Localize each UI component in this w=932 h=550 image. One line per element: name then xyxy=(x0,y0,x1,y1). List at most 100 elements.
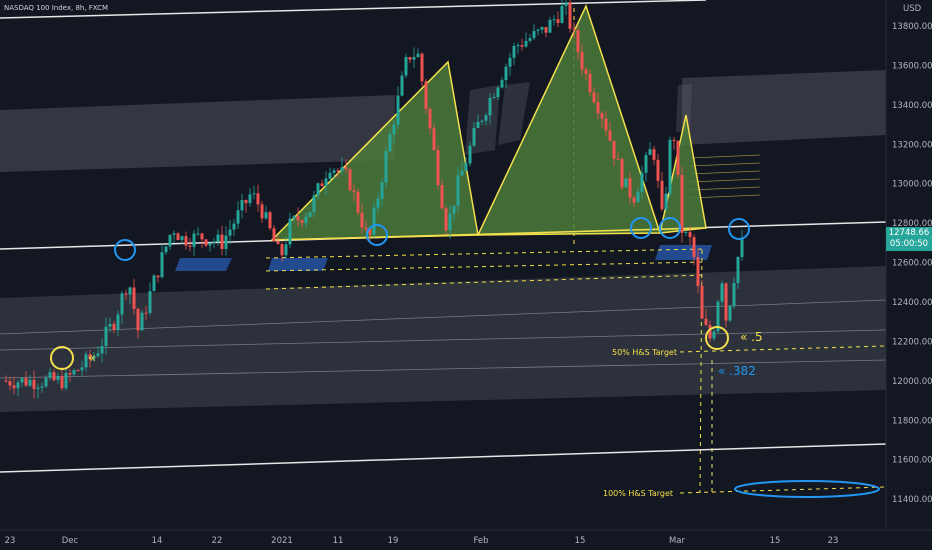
candle-body xyxy=(64,373,68,389)
candle-body xyxy=(232,223,236,230)
x-tick-label: Dec xyxy=(62,536,79,546)
x-tick-label: 14 xyxy=(152,536,163,546)
candle-body xyxy=(668,139,672,194)
candle-body xyxy=(256,193,260,205)
candle-body xyxy=(228,229,232,236)
candle-body xyxy=(544,27,548,33)
candle-body xyxy=(56,376,60,381)
candle-body xyxy=(12,385,16,389)
candle-body xyxy=(304,216,308,224)
bottom-channel-line xyxy=(0,443,887,473)
candle-body xyxy=(676,140,680,175)
price-axis[interactable]: 11400.00 11600.00 11800.00 12000.00 12200.00… xyxy=(892,22,932,505)
candle-body xyxy=(264,212,268,219)
candle-body xyxy=(660,180,664,210)
y-tick-label: 11600.00 xyxy=(892,456,932,466)
x-tick-label: 15 xyxy=(770,536,781,546)
candle-body xyxy=(400,75,404,96)
candle-body xyxy=(580,52,584,70)
target-ellipse xyxy=(734,480,880,498)
supply-zone xyxy=(689,154,761,199)
small-band-c xyxy=(676,84,692,132)
target-50-label: 50% H&S Target xyxy=(612,348,677,357)
candle-body xyxy=(588,73,592,93)
candle-body xyxy=(464,163,468,171)
candle-body xyxy=(740,239,744,258)
candle-body xyxy=(24,378,28,386)
candle-body xyxy=(144,312,148,314)
candle-body xyxy=(460,170,464,176)
candle-body xyxy=(28,379,32,386)
y-tick-label: 13600.00 xyxy=(892,61,932,71)
candle-body xyxy=(284,244,288,256)
candle-body xyxy=(532,30,536,39)
candle-body xyxy=(156,275,160,278)
candle-body xyxy=(388,134,392,152)
head-triangle xyxy=(476,3,662,236)
candle-body xyxy=(696,257,700,286)
candle-body xyxy=(708,324,712,339)
candle-body xyxy=(60,376,64,389)
candle-body xyxy=(220,234,224,249)
y-tick-label: 12000.00 xyxy=(892,377,932,387)
candle-body xyxy=(336,170,340,172)
demand-zone-2 xyxy=(268,258,328,271)
candle-body xyxy=(384,151,388,183)
candle-body xyxy=(440,185,444,209)
candle-body xyxy=(16,382,20,389)
lower-band-line-3 xyxy=(0,359,887,379)
candle-body xyxy=(224,235,228,249)
candle-body xyxy=(624,178,628,188)
time-axis[interactable]: 23 Dec 14 22 2021 11 19 Feb 15 Mar 15 23 xyxy=(5,536,839,546)
candle-body xyxy=(380,182,384,199)
candle-body xyxy=(664,193,668,210)
small-band-b xyxy=(498,82,530,145)
candle-body xyxy=(504,66,508,81)
candle-body xyxy=(88,354,92,359)
candle-body xyxy=(20,378,24,383)
candle-body xyxy=(132,287,136,309)
lower-channel-band xyxy=(0,266,886,412)
x-tick-label: 23 xyxy=(828,536,839,546)
candle-body xyxy=(432,128,436,151)
candle-body xyxy=(212,241,216,243)
candle-body xyxy=(320,183,324,187)
candle-body xyxy=(348,169,352,191)
candle-body xyxy=(628,178,632,198)
candle-body xyxy=(612,140,616,159)
y-tick-label: 12400.00 xyxy=(892,298,932,308)
candle-body xyxy=(584,69,588,74)
candle-body xyxy=(260,204,264,219)
candle-body xyxy=(716,301,720,332)
candle-body xyxy=(712,331,716,339)
candle-body xyxy=(684,232,688,234)
candle-body xyxy=(680,174,684,233)
candle-body xyxy=(564,2,568,6)
y-tick-label: 12200.00 xyxy=(892,337,932,347)
blue-circle-4 xyxy=(659,217,681,239)
candle-body xyxy=(408,57,412,60)
candle-body xyxy=(608,130,612,141)
x-tick-label: 19 xyxy=(388,536,399,546)
x-tick-label: 23 xyxy=(5,536,16,546)
candle-body xyxy=(248,194,252,204)
candle-body xyxy=(736,257,740,284)
candle-body xyxy=(92,356,96,359)
candle-body xyxy=(500,80,504,88)
candle-body xyxy=(44,377,48,387)
candle-body xyxy=(640,172,644,192)
candle-body xyxy=(552,19,556,21)
candles xyxy=(4,0,744,399)
candle-body xyxy=(496,87,500,98)
candle-body xyxy=(280,244,284,256)
candle-body xyxy=(312,195,316,212)
y-tick-label: 13200.00 xyxy=(892,140,932,150)
candle-body xyxy=(512,46,516,58)
lower-band-line-2 xyxy=(0,329,887,351)
last-price-tag: 12748.66 05:00:50 xyxy=(886,227,932,251)
candle-body xyxy=(292,216,296,219)
candle-body xyxy=(620,158,624,188)
candle-body xyxy=(116,314,120,330)
candle-body xyxy=(420,53,424,82)
